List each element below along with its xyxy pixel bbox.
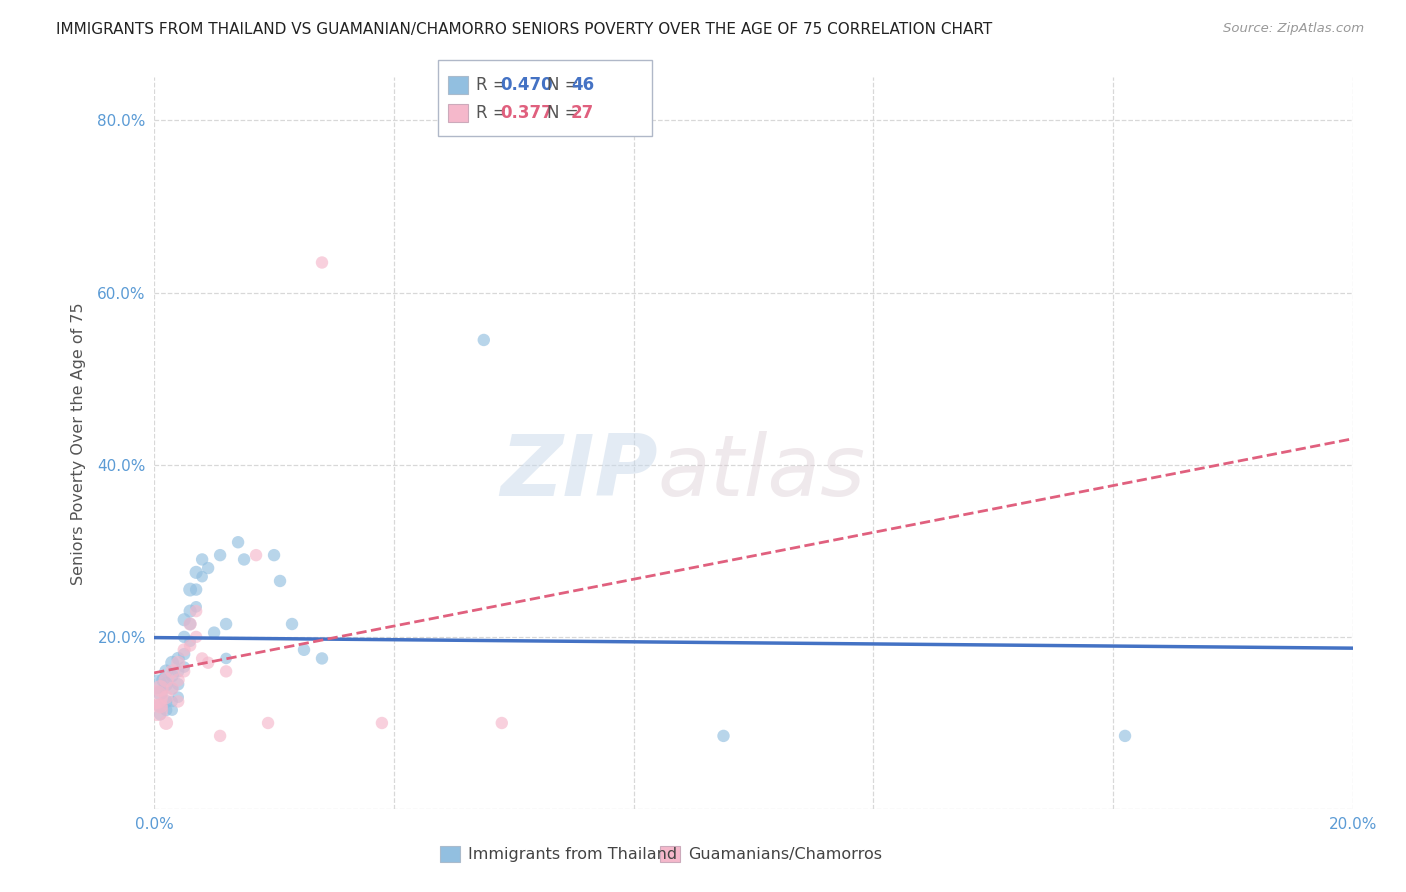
Point xyxy=(371,716,394,731)
Point xyxy=(145,690,167,705)
Point xyxy=(209,729,232,743)
Point xyxy=(191,651,214,665)
Point xyxy=(226,535,249,549)
Text: 0.470: 0.470 xyxy=(501,76,553,94)
Point xyxy=(167,677,190,691)
FancyBboxPatch shape xyxy=(449,104,468,122)
Point xyxy=(311,651,333,665)
Point xyxy=(149,681,172,696)
Text: atlas: atlas xyxy=(658,431,866,514)
FancyBboxPatch shape xyxy=(440,846,460,862)
Point xyxy=(184,582,207,597)
Point xyxy=(184,604,207,618)
Point xyxy=(146,703,169,717)
Point xyxy=(173,630,195,644)
Point xyxy=(160,656,183,670)
Point xyxy=(263,548,285,562)
Point xyxy=(155,665,177,679)
Text: Source: ZipAtlas.com: Source: ZipAtlas.com xyxy=(1223,22,1364,36)
Point xyxy=(281,617,304,632)
Point xyxy=(191,569,214,583)
Point xyxy=(155,690,177,705)
Point xyxy=(184,630,207,644)
Point xyxy=(155,703,177,717)
Text: 27: 27 xyxy=(571,104,595,122)
Point xyxy=(215,651,238,665)
Point xyxy=(197,656,219,670)
Point xyxy=(173,660,195,674)
Point xyxy=(179,634,201,648)
Point xyxy=(179,604,201,618)
Point xyxy=(160,665,183,679)
Point xyxy=(173,647,195,661)
Point xyxy=(160,703,183,717)
Point xyxy=(160,681,183,696)
Point xyxy=(215,617,238,632)
Text: IMMIGRANTS FROM THAILAND VS GUAMANIAN/CHAMORRO SENIORS POVERTY OVER THE AGE OF 7: IMMIGRANTS FROM THAILAND VS GUAMANIAN/CH… xyxy=(56,22,993,37)
Point xyxy=(167,690,190,705)
Point xyxy=(173,613,195,627)
Point xyxy=(173,643,195,657)
Text: R =: R = xyxy=(477,104,512,122)
Point xyxy=(167,694,190,708)
Point xyxy=(233,552,256,566)
Point xyxy=(167,665,190,679)
Text: N =: N = xyxy=(547,104,583,122)
FancyBboxPatch shape xyxy=(659,846,681,862)
Point xyxy=(152,673,174,687)
Point xyxy=(245,548,267,562)
Point xyxy=(160,668,183,682)
FancyBboxPatch shape xyxy=(439,60,652,136)
Point xyxy=(472,333,495,347)
Point xyxy=(292,643,315,657)
Point xyxy=(167,673,190,687)
Point xyxy=(155,673,177,687)
Point xyxy=(149,698,172,713)
Point xyxy=(202,625,225,640)
Point xyxy=(257,716,280,731)
Point xyxy=(160,694,183,708)
Point xyxy=(184,599,207,614)
Point xyxy=(173,665,195,679)
Point xyxy=(179,582,201,597)
Text: Guamanians/Chamorros: Guamanians/Chamorros xyxy=(688,847,882,862)
Text: 46: 46 xyxy=(571,76,595,94)
Point xyxy=(160,681,183,696)
Text: Immigrants from Thailand: Immigrants from Thailand xyxy=(468,847,678,862)
Text: 0.377: 0.377 xyxy=(501,104,553,122)
Point xyxy=(491,716,513,731)
Point xyxy=(155,694,177,708)
Point xyxy=(149,707,172,722)
Point xyxy=(149,686,172,700)
Point xyxy=(269,574,291,588)
Text: ZIP: ZIP xyxy=(501,431,658,514)
Point xyxy=(167,656,190,670)
Y-axis label: Seniors Poverty Over the Age of 75: Seniors Poverty Over the Age of 75 xyxy=(72,301,86,584)
Point xyxy=(155,677,177,691)
Point xyxy=(184,566,207,580)
Point xyxy=(215,665,238,679)
Point xyxy=(209,548,232,562)
Point xyxy=(197,561,219,575)
Point xyxy=(155,716,177,731)
Text: N =: N = xyxy=(547,76,583,94)
Point xyxy=(149,698,172,713)
Point xyxy=(179,639,201,653)
Point xyxy=(713,729,735,743)
Point xyxy=(167,651,190,665)
Point xyxy=(179,617,201,632)
FancyBboxPatch shape xyxy=(449,76,468,94)
Point xyxy=(191,552,214,566)
Point xyxy=(146,677,169,691)
Point xyxy=(179,617,201,632)
Point xyxy=(1114,729,1136,743)
Point xyxy=(311,255,333,269)
Text: R =: R = xyxy=(477,76,512,94)
